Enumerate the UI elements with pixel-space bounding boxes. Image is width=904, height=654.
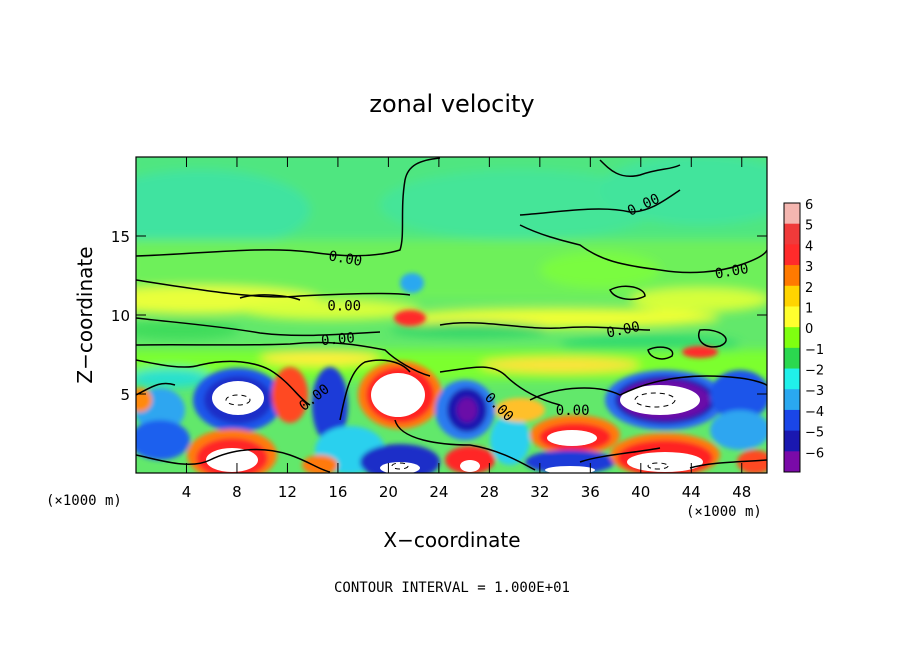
colorbar-label: −4: [805, 405, 824, 420]
colorbar-swatch: [784, 451, 800, 473]
x-axis-unit-right: (×1000 m): [686, 504, 762, 520]
colorbar-swatch: [784, 409, 800, 432]
y-tick-label: 15: [111, 228, 130, 246]
y-axis-ticks: 5 10 15: [111, 228, 767, 404]
x-tick-label: 16: [328, 483, 347, 501]
colorbar-swatch: [784, 327, 800, 349]
colorbar-label: 0: [805, 322, 813, 337]
colorbar-label: 6: [805, 198, 813, 213]
colorbar-label: 1: [805, 301, 813, 316]
colorbar-label: 4: [805, 239, 813, 254]
x-tick-label: 40: [631, 483, 650, 501]
colorbar-swatch: [784, 389, 800, 411]
colorbar-swatch: [784, 265, 800, 287]
x-tick-label: 36: [581, 483, 600, 501]
colorbar-swatch: [784, 223, 800, 245]
colorbar-label: 3: [805, 260, 813, 275]
colorbar-label: 2: [805, 281, 813, 296]
contour-label: 0.00: [327, 248, 363, 270]
colorbar-swatch: [784, 306, 800, 328]
y-axis-label: Z−coordinate: [73, 246, 97, 383]
colorbar-label: −3: [805, 384, 824, 399]
heatmap-field: 0.000.000.000.00 0.00 0.000.000.000.00: [136, 157, 767, 473]
colorbar-swatch: [784, 430, 800, 452]
contour-label: 0.00: [714, 261, 750, 283]
contour-label: 0.00: [556, 403, 590, 419]
colorbar-label: −6: [805, 446, 824, 461]
x-tick-label: 12: [278, 483, 297, 501]
colorbar-swatch: [784, 244, 800, 266]
colorbar-swatch: [784, 203, 800, 225]
colorbar-swatch: [784, 285, 800, 307]
colorbar-swatch: [784, 368, 800, 390]
x-tick-label: 48: [732, 483, 751, 501]
y-tick-label: 5: [120, 386, 130, 404]
colorbar: 6 5 4 3 2 1 0 −1 −2 −3 −4 −5 −6: [783, 198, 824, 473]
contour-label: 0.00: [321, 330, 356, 349]
x-tick-label: 24: [429, 483, 448, 501]
y-tick-label: 10: [111, 307, 130, 325]
zero-contours: [136, 157, 767, 473]
chart-title: zonal velocity: [369, 90, 534, 118]
colorbar-label: −5: [805, 426, 824, 441]
x-tick-label: 28: [480, 483, 499, 501]
x-tick-label: 4: [182, 483, 192, 501]
x-axis-ticks: 4 8 12 16 20 24 28 32 36 40 44 48: [182, 157, 751, 501]
x-tick-label: 8: [232, 483, 242, 501]
x-axis-label: X−coordinate: [383, 528, 520, 552]
contour-interval-note: CONTOUR INTERVAL = 1.000E+01: [334, 580, 570, 596]
x-tick-label: 32: [530, 483, 549, 501]
x-tick-label: 20: [379, 483, 398, 501]
contour-label: 0.00: [605, 319, 641, 342]
colorbar-label: −2: [805, 364, 824, 379]
x-axis-unit-left: (×1000 m): [46, 493, 122, 509]
colorbar-frame: [783, 202, 801, 473]
colorbar-swatch: [784, 347, 800, 370]
colorbar-label: −1: [805, 343, 824, 358]
colorbar-label: 5: [805, 219, 813, 234]
contour-label: 0.00: [327, 299, 361, 315]
x-tick-label: 44: [682, 483, 701, 501]
